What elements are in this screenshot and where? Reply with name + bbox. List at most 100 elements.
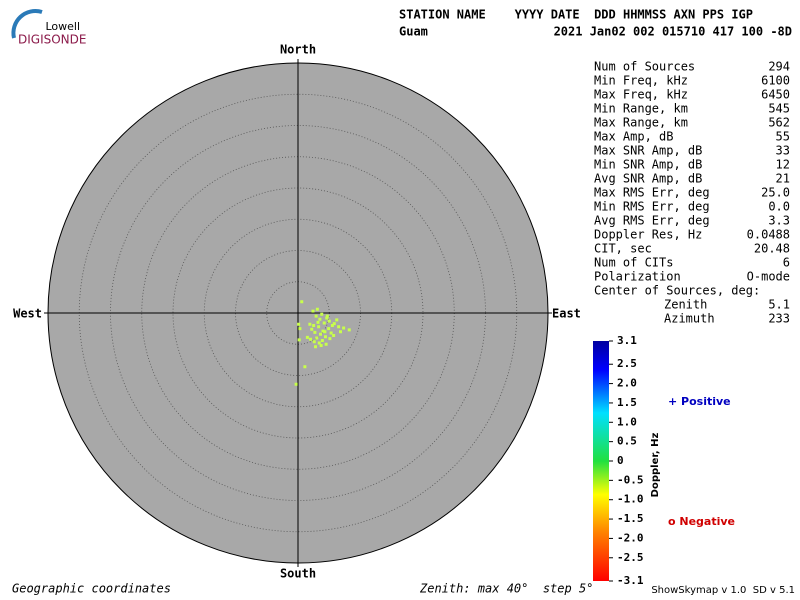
- source-point: [337, 325, 341, 329]
- stat-value: 20.48: [754, 242, 790, 256]
- source-point: [325, 314, 329, 318]
- legend-positive: + Positive: [668, 395, 731, 408]
- stat-label: Max Amp, dB: [594, 130, 673, 144]
- source-point: [310, 327, 314, 331]
- source-point: [294, 382, 298, 386]
- source-point: [298, 327, 302, 331]
- stat-value: 55: [776, 130, 790, 144]
- source-point: [322, 321, 326, 325]
- source-point: [330, 324, 334, 327]
- source-point: [332, 322, 336, 326]
- stat-value: 0.0: [768, 200, 790, 214]
- stat-value: 12: [776, 158, 790, 172]
- source-point: [300, 300, 304, 304]
- source-point: [317, 341, 321, 345]
- source-point: [328, 337, 332, 341]
- colorbar-tick-label: -3.1: [617, 574, 644, 587]
- source-point: [318, 317, 322, 321]
- source-point: [311, 309, 315, 313]
- source-point: [342, 326, 346, 330]
- stat-value: 545: [768, 102, 790, 116]
- direction-label: South: [280, 567, 316, 581]
- source-point: [314, 314, 318, 318]
- stat-value: 6100: [761, 74, 790, 88]
- center-label: Azimuth: [664, 312, 715, 326]
- source-point: [319, 332, 322, 336]
- colorbar-tick-label: 2.5: [617, 357, 637, 370]
- center-value: 233: [768, 312, 790, 326]
- source-point: [335, 318, 339, 322]
- source-point: [297, 338, 301, 342]
- colorbar-tick-label: 0.5: [617, 435, 637, 448]
- stat-value: 562: [768, 116, 790, 130]
- legend-negative: o Negative: [668, 515, 735, 528]
- direction-label: East: [552, 307, 581, 321]
- stat-label: Polarization: [594, 270, 681, 284]
- stat-value: 6: [783, 256, 790, 270]
- stat-value: 6450: [761, 88, 790, 102]
- source-point: [320, 339, 324, 342]
- colorbar-label: Doppler, Hz: [650, 433, 661, 498]
- header-columns: STATION NAME YYYY DATE DDD HHMMSS AXN PP…: [399, 8, 753, 22]
- source-point: [347, 328, 351, 332]
- colorbar-tick-label: -2.0: [617, 531, 644, 544]
- source-point: [323, 330, 327, 334]
- colorbar-tick-label: 3.1: [617, 334, 637, 347]
- source-point: [327, 327, 331, 331]
- source-point: [312, 340, 316, 344]
- stat-label: Num of Sources: [594, 60, 695, 74]
- plot: North South West East: [13, 43, 581, 581]
- source-point: [313, 330, 317, 334]
- source-point: [332, 334, 336, 337]
- logo-arc: [11, 9, 43, 39]
- source-point: [312, 324, 316, 327]
- source-point: [327, 319, 331, 323]
- source-point: [315, 336, 319, 340]
- stat-label: Max Range, km: [594, 116, 688, 130]
- stat-label: Avg SNR Amp, dB: [594, 172, 702, 186]
- source-point: [324, 342, 328, 346]
- source-point: [303, 365, 307, 369]
- source-point: [325, 316, 329, 320]
- stat-value: 3.3: [768, 214, 790, 228]
- footer-right: ShowSkymap v 1.0 SD v 5.1: [651, 585, 795, 596]
- footer-middle: Zenith: max 40° step 5°: [419, 582, 593, 596]
- source-point: [320, 312, 324, 316]
- stat-label: CIT, sec: [594, 242, 652, 256]
- source-point: [315, 307, 319, 311]
- colorbar-tick-label: 1.0: [617, 415, 637, 428]
- stat-value: 294: [768, 60, 790, 74]
- colorbar: [593, 341, 609, 581]
- source-point: [316, 320, 320, 324]
- source-point: [309, 337, 312, 341]
- colorbar-tick-label: 0: [617, 454, 624, 467]
- direction-label: North: [280, 43, 316, 57]
- stat-label: Avg RMS Err, deg: [594, 214, 710, 228]
- source-point: [314, 345, 317, 349]
- stat-label: Min Range, km: [594, 102, 688, 116]
- source-point: [339, 330, 342, 334]
- stat-value: 21: [776, 172, 790, 186]
- stat-label: Max Freq, kHz: [594, 88, 688, 102]
- colorbar-tick-label: 2.0: [617, 377, 637, 390]
- source-point: [305, 335, 309, 339]
- stat-label: Min Freq, kHz: [594, 74, 688, 88]
- stat-label: Min RMS Err, deg: [594, 200, 710, 214]
- source-point: [308, 322, 312, 326]
- stat-label: Num of CITs: [594, 256, 673, 270]
- header-station: Guam: [399, 25, 428, 39]
- center-title: Center of Sources, deg:: [594, 284, 760, 298]
- source-point: [317, 325, 321, 329]
- logo-bottom: DIGISONDE: [18, 33, 86, 47]
- stat-value: 25.0: [761, 186, 790, 200]
- stat-label: Doppler Res, Hz: [594, 228, 702, 242]
- source-point: [329, 331, 333, 335]
- source-point: [297, 322, 301, 326]
- center-value: 5.1: [768, 298, 790, 312]
- stat-value: 33: [776, 144, 790, 158]
- stat-value: O-mode: [747, 270, 790, 284]
- source-point: [324, 335, 327, 339]
- colorbar-tick-label: -0.5: [617, 473, 644, 486]
- logo-top: Lowell: [45, 20, 80, 33]
